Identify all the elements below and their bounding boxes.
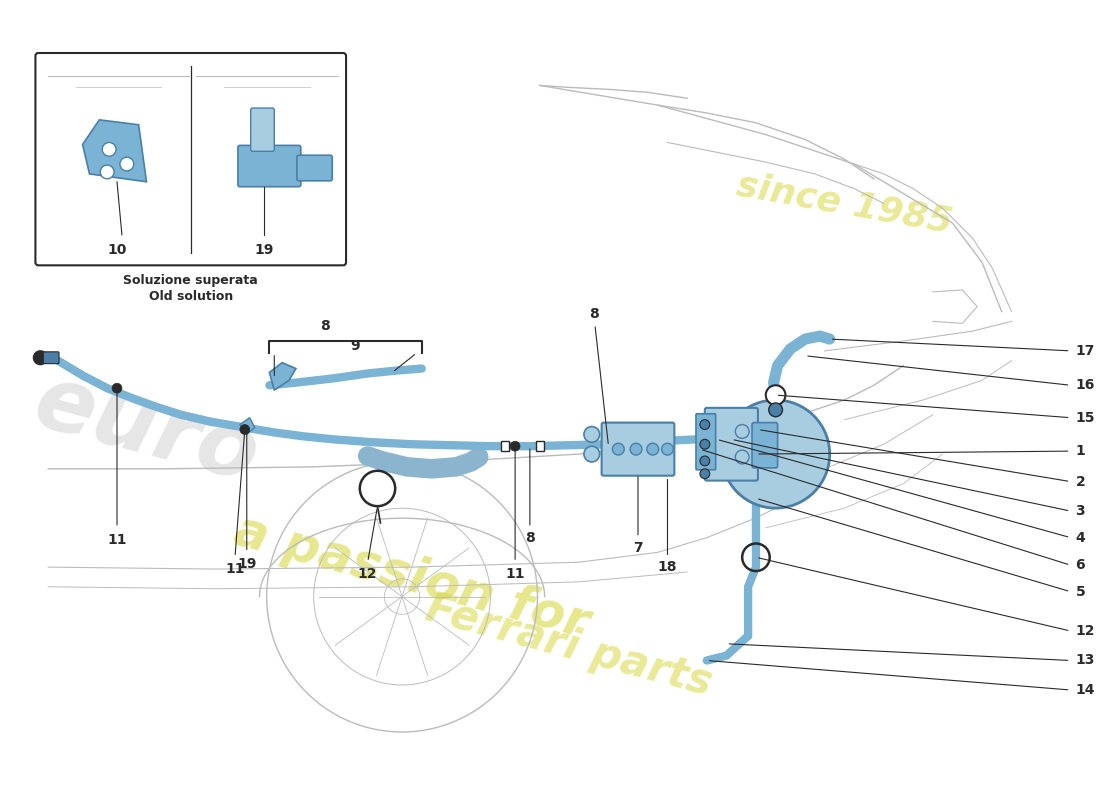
Text: euro: euro (25, 358, 268, 501)
Text: Old solution: Old solution (148, 290, 233, 303)
Text: 6: 6 (1076, 558, 1085, 572)
Text: 11: 11 (226, 562, 244, 576)
Circle shape (33, 351, 47, 365)
Text: 8: 8 (320, 319, 330, 333)
Circle shape (722, 400, 829, 508)
Text: 9: 9 (350, 339, 360, 353)
Circle shape (510, 442, 520, 451)
Text: since 1985: since 1985 (734, 168, 955, 239)
Circle shape (112, 383, 122, 393)
Text: Ferrari parts: Ferrari parts (421, 587, 717, 704)
Circle shape (240, 425, 250, 434)
Text: 8: 8 (588, 307, 608, 443)
Polygon shape (240, 418, 254, 434)
Text: a passion for: a passion for (229, 506, 595, 647)
Circle shape (102, 142, 116, 156)
Bar (536, 442, 543, 451)
Circle shape (100, 165, 114, 179)
Text: 15: 15 (1076, 410, 1094, 425)
Polygon shape (270, 362, 296, 390)
Circle shape (661, 443, 673, 455)
FancyBboxPatch shape (705, 408, 758, 481)
FancyBboxPatch shape (251, 108, 274, 151)
Circle shape (630, 443, 642, 455)
Text: 2: 2 (1076, 474, 1086, 489)
Text: 12: 12 (1076, 624, 1094, 638)
Circle shape (735, 450, 749, 464)
Text: 4: 4 (1076, 530, 1086, 545)
Text: 16: 16 (1076, 378, 1094, 392)
FancyBboxPatch shape (297, 155, 332, 181)
FancyBboxPatch shape (43, 352, 59, 364)
Text: 11: 11 (505, 567, 525, 581)
Circle shape (735, 425, 749, 438)
Circle shape (700, 420, 710, 430)
FancyBboxPatch shape (752, 422, 778, 468)
FancyBboxPatch shape (696, 414, 716, 470)
Circle shape (700, 469, 710, 478)
Text: 19: 19 (238, 558, 256, 571)
Circle shape (700, 456, 710, 466)
Text: 14: 14 (1076, 683, 1094, 697)
Circle shape (700, 439, 710, 449)
Circle shape (766, 386, 785, 405)
Circle shape (120, 158, 134, 171)
Text: 8: 8 (525, 530, 535, 545)
Text: Soluzione superata: Soluzione superata (123, 274, 258, 287)
Text: 3: 3 (1076, 504, 1085, 518)
Polygon shape (82, 120, 146, 182)
Text: 13: 13 (1076, 654, 1094, 667)
FancyBboxPatch shape (602, 422, 674, 476)
Text: 7: 7 (634, 541, 642, 554)
Circle shape (769, 403, 782, 417)
Text: 5: 5 (1076, 585, 1086, 598)
FancyBboxPatch shape (238, 146, 300, 186)
Text: 19: 19 (255, 242, 274, 257)
Circle shape (584, 446, 600, 462)
Circle shape (584, 426, 600, 442)
Text: 17: 17 (1076, 344, 1094, 358)
Bar (502, 442, 509, 451)
Text: 10: 10 (108, 242, 126, 257)
Text: 1: 1 (1076, 444, 1086, 458)
Circle shape (647, 443, 659, 455)
Text: 18: 18 (658, 560, 678, 574)
Text: 12: 12 (358, 567, 377, 581)
FancyBboxPatch shape (35, 53, 346, 266)
Text: 11: 11 (108, 533, 126, 546)
Circle shape (613, 443, 624, 455)
